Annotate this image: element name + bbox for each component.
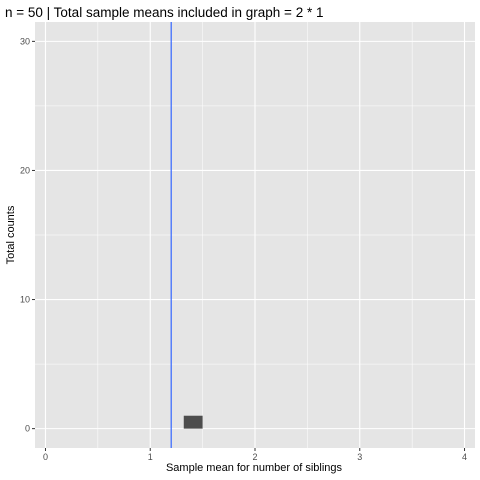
x-axis-title: Sample mean for number of siblings (166, 462, 343, 474)
y-tick-label: 0 (25, 424, 30, 434)
y-tick-label: 30 (20, 36, 30, 46)
y-axis: 0 10 20 30 (20, 36, 35, 434)
chart-title: n = 50 | Total sample means included in … (5, 5, 323, 20)
x-tick-label: 1 (148, 452, 153, 462)
y-axis-title: Total counts (5, 205, 17, 264)
major-gridlines (35, 22, 475, 448)
x-tick-label: 3 (357, 452, 362, 462)
histogram-bar (183, 415, 203, 429)
y-tick-label: 20 (20, 165, 30, 175)
x-tick-label: 0 (43, 452, 48, 462)
histogram-bars (183, 415, 203, 429)
x-tick-label: 2 (252, 452, 257, 462)
x-axis: 0 1 2 3 4 (43, 448, 467, 462)
x-tick-label: 4 (462, 452, 467, 462)
y-tick-label: 10 (20, 295, 30, 305)
